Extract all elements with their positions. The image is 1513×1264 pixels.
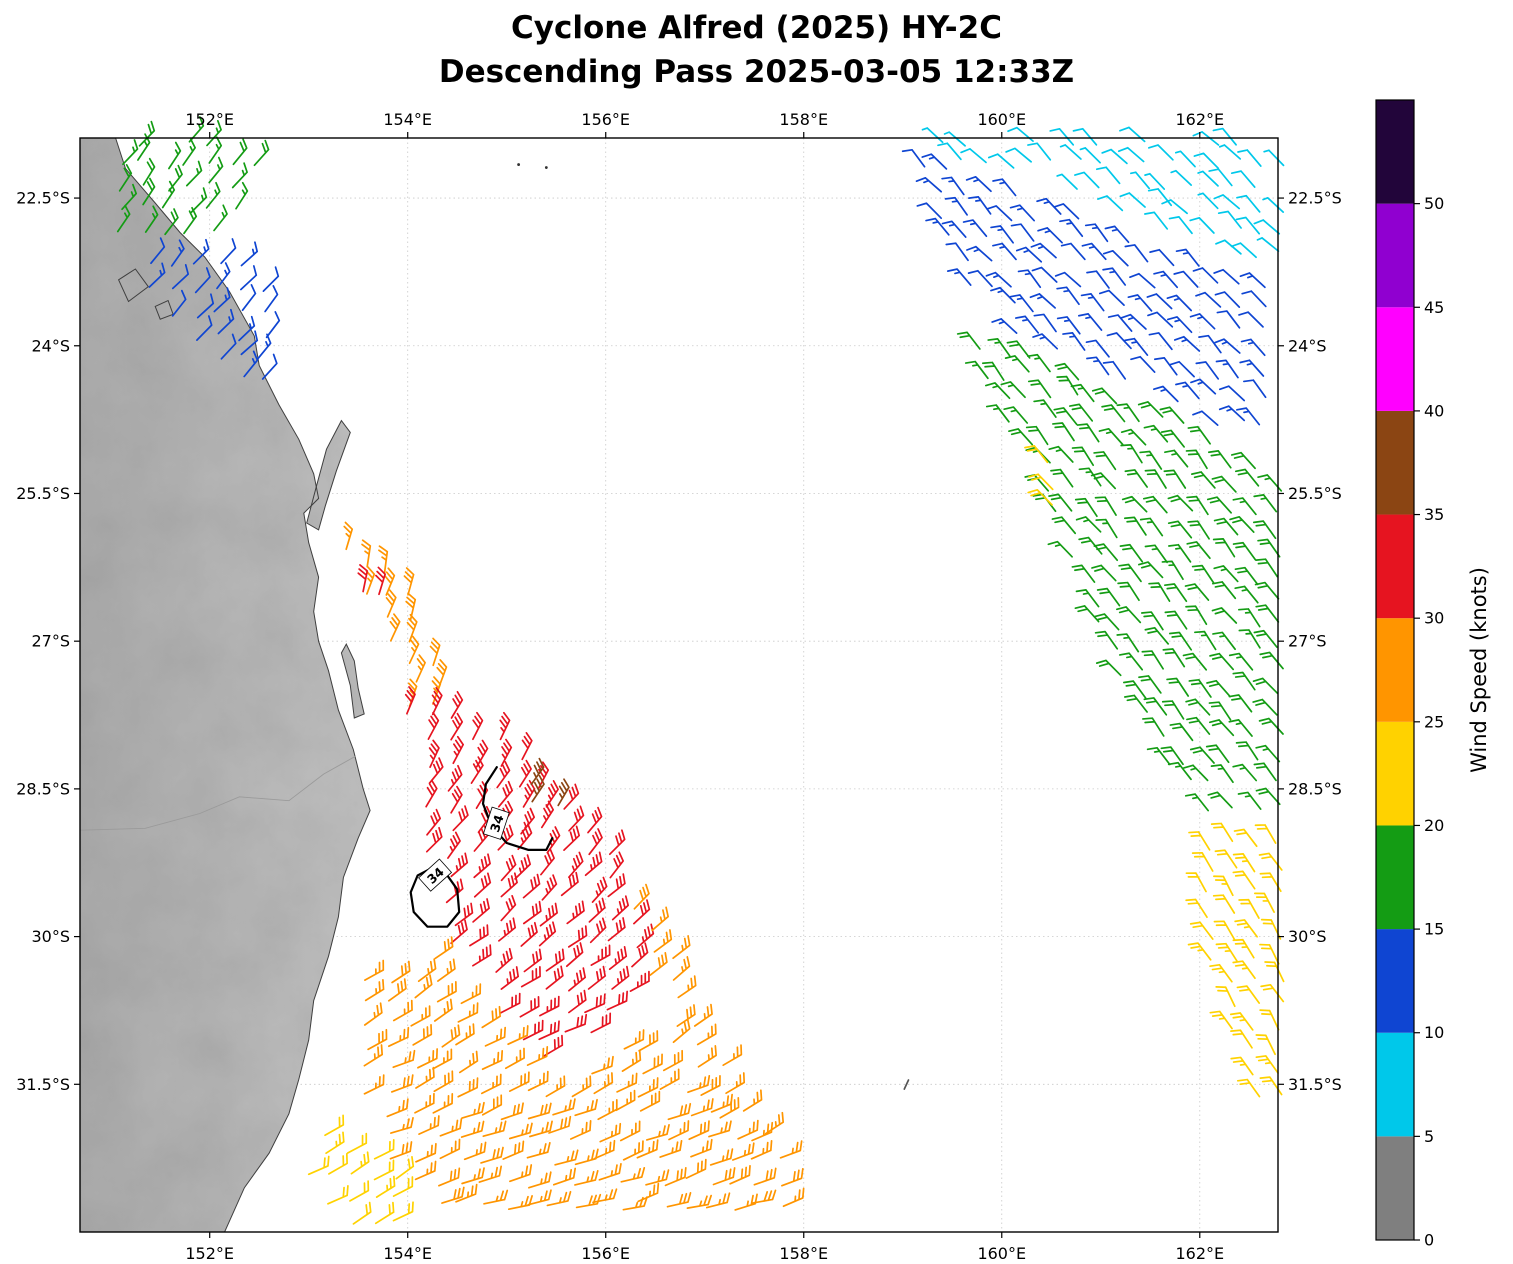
colorbar-segment [1376,514,1414,619]
gridlines [80,138,1278,1232]
colorbar: 0 5 10 15 20 25 30 35 40 45 50 Wind Speed (knots) [1375,99,1491,1250]
colorbar-segment [1376,100,1414,204]
coastline [79,137,371,1233]
wind-barbs-yellow-southeast-band [1185,822,1285,1098]
colorbar-tick-label: 45 [1424,298,1444,317]
lon-tick-label-bottom: 162°E [1175,1244,1224,1263]
coastline [340,643,365,719]
lon-tick-label-bottom: 152°E [185,1244,234,1263]
lon-tick-label-bottom: 160°E [977,1244,1026,1263]
lon-tick-label-bottom: 158°E [779,1244,828,1263]
wind-barbs-yellow-southwest [307,1114,415,1225]
colorbar-segment [1376,1032,1414,1137]
wind-barbs-cyclone-red-core [404,686,655,1057]
lat-tick-label-left: 25.5°S [16,484,70,503]
lat-tick-label-left: 22.5°S [16,189,70,208]
wind-barbs-swath-west-orange-north [343,521,448,708]
wind-barbs-blue-northeast-band [901,148,1267,426]
colorbar-tick-label: 25 [1424,712,1444,731]
extra-wind-barbs [903,1079,910,1090]
contour-label: 34 [418,858,453,892]
lat-tick-label-left: 27°S [31,632,70,651]
colorbar-tick-label: 35 [1424,505,1444,524]
wind-barbs-coastal-blue-north [148,237,281,380]
lat-tick-label-right: 24°S [1288,336,1327,355]
colorbar-segment [1376,721,1414,826]
plot-frame [79,137,1279,1233]
lat-tick-label-left: 28.5°S [16,779,70,798]
wind-barbs-brown-35kt-patch [530,757,570,807]
lon-tick-label-top: 160°E [977,110,1026,129]
lat-tick-label-right: 27°S [1288,632,1327,651]
coastline [306,419,351,531]
colorbar-segment [1376,618,1414,722]
lat-tick-label-left: 30°S [31,927,70,946]
wind-barbs-orange-east-band [633,883,785,1135]
contour-label: 34 [482,806,510,840]
axis-ticks-and-labels: 152°E 152°E 154°E 154°E 156°E 156°E 158°E 158°E… [16,110,1342,1263]
colorbar-tick-label: 15 [1424,920,1444,939]
wind-barbs-green-east-band [956,331,1284,812]
lat-tick-label-left: 24°S [31,336,70,355]
svg-text:34: 34 [487,813,507,834]
lon-tick-label-top: 162°E [1175,110,1224,129]
wind-barbs-coastal-green-north [116,116,270,236]
lon-tick-label-bottom: 154°E [383,1244,432,1263]
wind-barbs-swath-west-red-patch [357,564,386,596]
colorbar-segment [1376,929,1414,1033]
colorbar-tick-label: 0 [1424,1231,1434,1250]
lat-tick-label-right: 30°S [1288,927,1327,946]
wind-barbs-cyan-northeast [921,126,1285,259]
colorbar-tick-label: 30 [1424,609,1444,628]
colorbar-segment [1376,825,1414,930]
lon-tick-label-top: 158°E [779,110,828,129]
lon-tick-label-top: 152°E [185,110,234,129]
colorbar-tick-label: 5 [1424,1127,1434,1146]
colorbar-segment [1376,1136,1414,1240]
colorbar-axis-label: Wind Speed (knots) [1467,567,1491,773]
land-australia [79,137,371,1233]
wind-barbs-yellow-mid-strip [1024,445,1054,506]
wind-barbs-orange-south-band [363,936,805,1211]
colorbar-tick-label: 20 [1424,816,1444,835]
colorbar-segment [1376,203,1414,308]
figure-title: Cyclone Alfred (2025) HY-2C [511,10,1002,46]
state-border-line [79,756,356,831]
colorbar-segment [1376,410,1414,515]
colorbar-segment [1376,307,1414,411]
lat-tick-label-right: 22.5°S [1288,189,1342,208]
lon-tick-label-bottom: 156°E [581,1244,630,1263]
weak-wind-dots [517,163,548,169]
figure-subtitle: Descending Pass 2025-03-05 12:33Z [438,54,1075,90]
34kt-wind-radius-contours: 34 34 [409,766,554,928]
lat-tick-label-right: 28.5°S [1288,779,1342,798]
colorbar-tick-label: 10 [1424,1023,1444,1042]
lon-tick-label-top: 156°E [581,110,630,129]
lat-tick-label-right: 25.5°S [1288,484,1342,503]
lon-tick-label-top: 154°E [383,110,432,129]
lat-tick-label-left: 31.5°S [16,1075,70,1094]
lat-tick-label-right: 31.5°S [1288,1075,1342,1094]
coastline [117,268,149,303]
colorbar-tick-label: 50 [1424,194,1444,213]
colorbar-tick-label: 40 [1424,401,1444,420]
